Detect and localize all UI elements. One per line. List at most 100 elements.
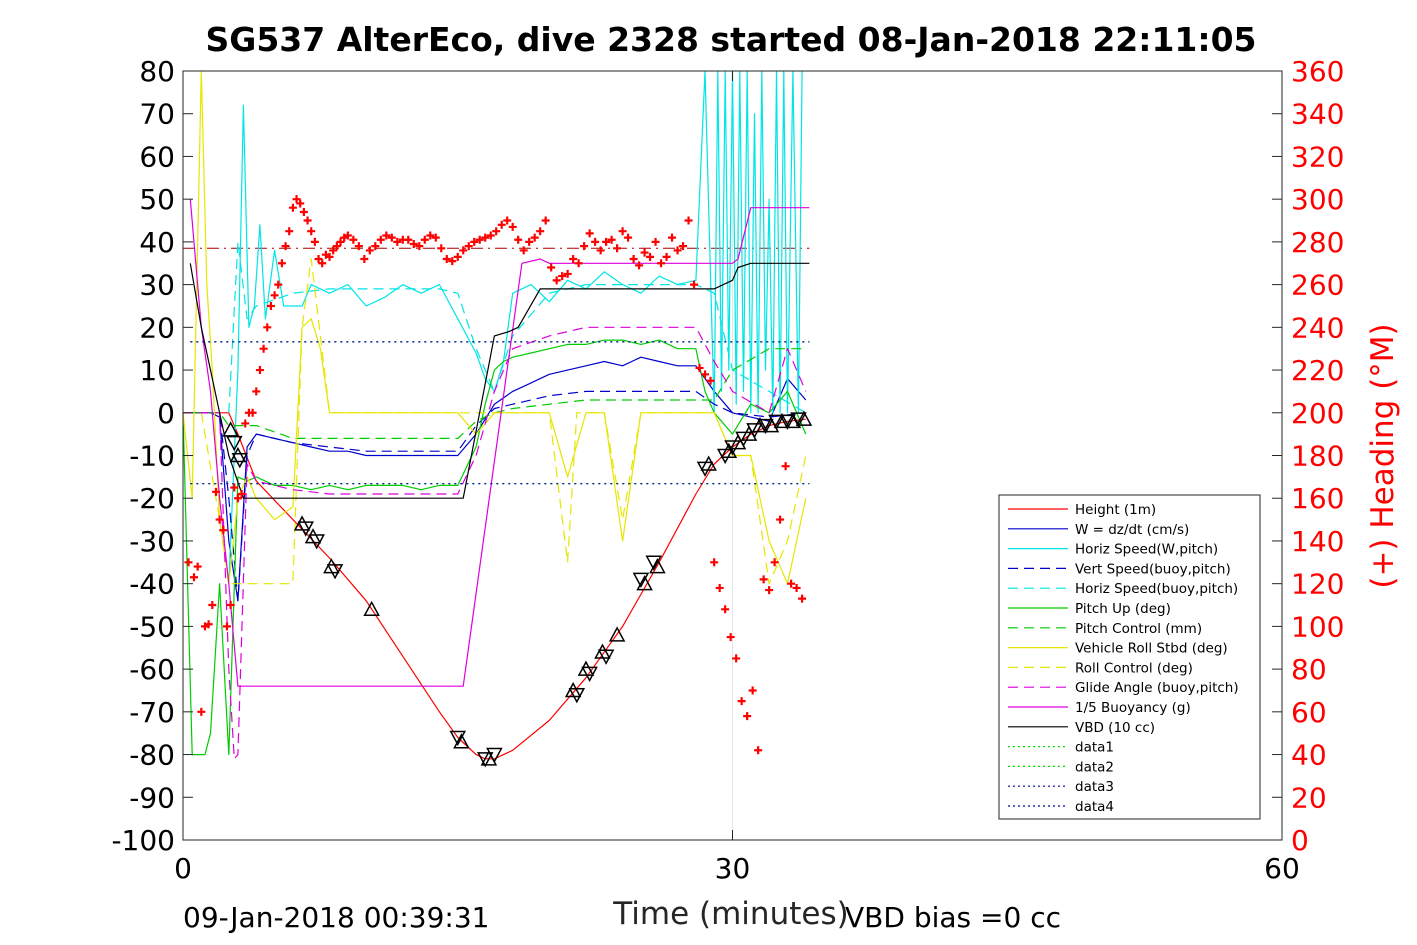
heading-point xyxy=(798,594,807,603)
triangle-marker xyxy=(720,442,738,458)
heading-point xyxy=(613,244,622,253)
heading-point xyxy=(475,235,484,244)
heading-point xyxy=(314,254,323,263)
heading-point xyxy=(710,558,719,567)
heading-point xyxy=(657,259,666,268)
x-tick-label: 0 xyxy=(174,852,192,885)
heading-point xyxy=(252,387,261,396)
heading-point xyxy=(193,562,202,571)
right-y-axis-label: (+) Heading (°M) xyxy=(1365,323,1401,588)
heading-point xyxy=(732,654,741,663)
legend-label: Horiz Speed(buoy,pitch) xyxy=(1075,581,1238,597)
heading-point xyxy=(226,601,235,610)
triangle-marker xyxy=(784,412,802,429)
heading-point xyxy=(754,746,763,755)
heading-point xyxy=(310,237,319,246)
heading-point xyxy=(737,697,746,706)
heading-point xyxy=(343,231,352,240)
heading-point xyxy=(285,227,294,236)
heading-point xyxy=(219,526,228,535)
heading-point xyxy=(415,242,424,251)
series-line-9 xyxy=(183,326,807,760)
heading-point xyxy=(743,712,752,721)
legend-label: Vehicle Roll Stbd (deg) xyxy=(1075,641,1228,657)
heading-point xyxy=(222,622,231,631)
heading-point xyxy=(508,222,517,231)
right-y-tick-label: 220 xyxy=(1291,354,1344,387)
left-y-tick-label: 70 xyxy=(139,98,175,131)
left-y-tick-label: 0 xyxy=(157,397,175,430)
heading-point xyxy=(332,242,341,251)
heading-point xyxy=(503,216,512,225)
triangle-marker xyxy=(308,534,325,550)
triangle-marker xyxy=(746,423,763,439)
left-y-tick-label: -70 xyxy=(129,696,175,729)
triangle-marker xyxy=(768,414,785,430)
legend-label: Horiz Speed(W,pitch) xyxy=(1075,542,1218,558)
legend: Height (1m) W = dz/dt (cm/s) Horiz Speed(W… xyxy=(998,494,1261,820)
heading-point xyxy=(431,233,440,242)
plot-data-layer xyxy=(183,71,813,768)
right-y-tick-label: 120 xyxy=(1291,568,1344,601)
triangle-marker xyxy=(751,417,769,433)
heading-point xyxy=(448,257,457,266)
heading-point xyxy=(393,237,402,246)
heading-point xyxy=(453,252,462,261)
triangle-marker xyxy=(790,412,807,428)
heading-point xyxy=(574,259,583,268)
left-y-tick-label: -30 xyxy=(129,525,175,558)
heading-point xyxy=(541,216,550,225)
left-y-tick-label: 10 xyxy=(139,354,175,387)
left-y-tick-label: -60 xyxy=(129,653,175,686)
heading-point xyxy=(569,254,578,263)
heading-point xyxy=(679,242,688,251)
heading-point xyxy=(296,199,305,208)
heading-point xyxy=(409,240,418,249)
heading-point xyxy=(514,235,523,244)
heading-point xyxy=(519,246,528,255)
triangle-marker xyxy=(453,733,470,749)
heading-point xyxy=(695,363,704,372)
left-y-tick-label: -100 xyxy=(111,824,175,857)
heading-point xyxy=(248,408,257,417)
footer-vbd-bias: VBD bias =0 cc xyxy=(845,901,1061,934)
heading-point xyxy=(492,227,501,236)
left-y-tick-label: -10 xyxy=(129,440,175,473)
right-y-tick-label: 100 xyxy=(1291,610,1344,643)
heading-point xyxy=(486,231,495,240)
heading-point xyxy=(759,575,768,584)
legend-label: 1/5 Buoyancy (g) xyxy=(1075,700,1191,716)
heading-point xyxy=(629,254,638,263)
heading-point xyxy=(602,237,611,246)
heading-point xyxy=(721,605,730,614)
left-y-tick-label: 30 xyxy=(139,269,175,302)
triangle-marker xyxy=(597,649,615,665)
heading-point xyxy=(259,344,268,353)
legend-label: Vert Speed(buoy,pitch) xyxy=(1075,561,1231,577)
heading-point xyxy=(215,515,224,524)
right-y-tick-label: 340 xyxy=(1291,98,1344,131)
right-y-tick-label: 60 xyxy=(1291,696,1327,729)
legend-label: VBD (10 cc) xyxy=(1075,720,1155,736)
heading-point xyxy=(701,370,710,379)
heading-point xyxy=(266,301,275,310)
triangle-marker xyxy=(724,440,741,456)
heading-point xyxy=(563,269,572,278)
right-y-tick-label: 360 xyxy=(1291,55,1344,88)
triangle-marker xyxy=(632,572,650,588)
series-line-8 xyxy=(200,258,807,585)
series-line-4 xyxy=(228,241,807,414)
series-line-11 xyxy=(189,262,810,499)
left-y-tick-label: 40 xyxy=(139,226,175,259)
heading-point xyxy=(184,558,193,567)
heading-point xyxy=(715,583,724,592)
heading-point xyxy=(299,207,308,216)
left-y-tick-label: -90 xyxy=(129,781,175,814)
heading-point xyxy=(552,276,561,285)
heading-point xyxy=(233,494,242,503)
heading-point xyxy=(426,231,435,240)
heading-point xyxy=(387,233,396,242)
heading-point xyxy=(464,242,473,251)
legend-label: data4 xyxy=(1075,799,1114,815)
x-tick-label: 30 xyxy=(715,852,751,885)
